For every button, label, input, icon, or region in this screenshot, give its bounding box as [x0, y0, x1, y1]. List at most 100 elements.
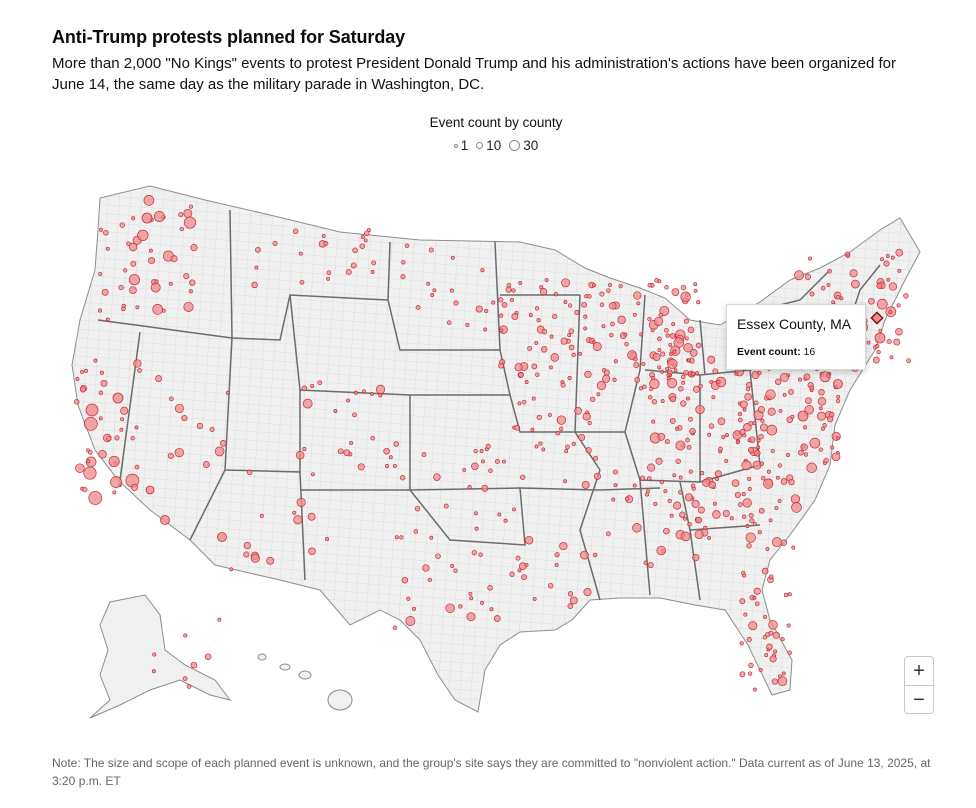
- event-bubble[interactable]: [583, 326, 588, 331]
- event-bubble[interactable]: [715, 376, 727, 388]
- event-bubble[interactable]: [634, 376, 641, 383]
- event-bubble[interactable]: [126, 241, 131, 246]
- event-bubble[interactable]: [536, 414, 542, 421]
- event-bubble[interactable]: [251, 281, 258, 289]
- event-bubble[interactable]: [671, 288, 680, 296]
- event-bubble[interactable]: [421, 452, 427, 458]
- event-bubble[interactable]: [642, 384, 647, 390]
- event-bubble[interactable]: [645, 489, 650, 494]
- event-bubble[interactable]: [494, 459, 500, 464]
- event-bubble[interactable]: [809, 291, 815, 297]
- event-bubble[interactable]: [393, 441, 399, 447]
- event-bubble[interactable]: [596, 381, 606, 391]
- event-bubble[interactable]: [119, 427, 124, 432]
- event-bubble[interactable]: [364, 230, 370, 236]
- event-bubble[interactable]: [605, 531, 611, 537]
- event-bubble[interactable]: [612, 469, 618, 475]
- event-bubble[interactable]: [243, 541, 251, 550]
- event-bubble[interactable]: [465, 322, 470, 327]
- event-bubble[interactable]: [462, 467, 467, 472]
- event-bubble[interactable]: [321, 234, 326, 238]
- event-bubble[interactable]: [415, 305, 421, 310]
- event-bubble[interactable]: [639, 475, 646, 481]
- event-bubble[interactable]: [666, 373, 671, 378]
- zoom-out-button[interactable]: −: [905, 685, 933, 714]
- event-bubble[interactable]: [735, 440, 740, 445]
- event-bubble[interactable]: [219, 440, 227, 447]
- event-bubble[interactable]: [731, 479, 740, 488]
- event-bubble[interactable]: [747, 487, 752, 491]
- event-bubble[interactable]: [800, 443, 808, 451]
- event-bubble[interactable]: [480, 600, 484, 605]
- event-bubble[interactable]: [741, 570, 746, 576]
- event-bubble[interactable]: [790, 414, 795, 419]
- event-bubble[interactable]: [777, 676, 788, 687]
- event-bubble[interactable]: [565, 444, 570, 450]
- event-bubble[interactable]: [152, 652, 157, 657]
- event-bubble[interactable]: [151, 669, 156, 674]
- event-bubble[interactable]: [110, 476, 122, 488]
- event-bubble[interactable]: [722, 509, 730, 518]
- event-bubble[interactable]: [739, 641, 744, 646]
- event-bubble[interactable]: [691, 499, 700, 508]
- event-bubble[interactable]: [581, 480, 590, 489]
- event-bubble[interactable]: [707, 535, 712, 540]
- event-bubble[interactable]: [712, 368, 719, 375]
- event-bubble[interactable]: [99, 227, 103, 232]
- map-area[interactable]: [0, 170, 976, 740]
- event-bubble[interactable]: [804, 405, 814, 415]
- event-bubble[interactable]: [667, 358, 678, 370]
- event-bubble[interactable]: [666, 377, 678, 389]
- event-bubble[interactable]: [678, 489, 683, 495]
- event-bubble[interactable]: [606, 288, 611, 293]
- event-bubble[interactable]: [599, 302, 605, 308]
- event-bubble[interactable]: [590, 396, 596, 402]
- event-bubble[interactable]: [684, 336, 689, 341]
- event-bubble[interactable]: [791, 545, 796, 550]
- event-bubble-large[interactable]: [874, 332, 886, 344]
- event-bubble[interactable]: [790, 494, 801, 504]
- event-bubble[interactable]: [809, 437, 821, 449]
- event-bubble[interactable]: [375, 384, 386, 395]
- event-bubble[interactable]: [876, 298, 888, 310]
- event-bubble[interactable]: [768, 574, 774, 580]
- event-bubble[interactable]: [683, 318, 689, 324]
- event-bubble[interactable]: [536, 318, 541, 323]
- event-bubble[interactable]: [98, 416, 103, 421]
- event-bubble[interactable]: [493, 615, 501, 622]
- event-bubble[interactable]: [567, 591, 574, 597]
- event-bubble[interactable]: [511, 288, 516, 293]
- event-bubble[interactable]: [130, 436, 135, 441]
- event-bubble[interactable]: [660, 351, 666, 357]
- event-bubble[interactable]: [98, 450, 107, 459]
- event-bubble[interactable]: [739, 598, 746, 605]
- event-bubble[interactable]: [131, 216, 136, 221]
- event-bubble[interactable]: [143, 195, 155, 206]
- event-bubble[interactable]: [651, 419, 656, 424]
- event-bubble[interactable]: [805, 397, 812, 405]
- event-bubble[interactable]: [712, 501, 717, 506]
- event-bubble[interactable]: [114, 435, 120, 441]
- event-bubble[interactable]: [804, 273, 812, 280]
- event-bubble[interactable]: [687, 522, 692, 527]
- event-bubble[interactable]: [432, 288, 437, 293]
- event-bubble-large[interactable]: [217, 532, 227, 542]
- event-bubble[interactable]: [183, 208, 193, 218]
- event-bubble[interactable]: [745, 532, 756, 543]
- event-bubble[interactable]: [689, 428, 696, 435]
- event-bubble[interactable]: [680, 291, 691, 302]
- event-bubble[interactable]: [612, 377, 617, 382]
- event-bubble-large[interactable]: [112, 392, 124, 404]
- event-bubble[interactable]: [650, 328, 655, 333]
- event-bubble[interactable]: [675, 440, 686, 451]
- event-bubble[interactable]: [520, 474, 526, 480]
- event-bubble[interactable]: [583, 314, 588, 319]
- event-bubble[interactable]: [759, 461, 765, 466]
- event-bubble[interactable]: [647, 395, 653, 400]
- event-bubble[interactable]: [471, 462, 479, 471]
- event-bubble[interactable]: [204, 653, 212, 660]
- event-bubble[interactable]: [761, 567, 769, 575]
- event-bubble[interactable]: [646, 476, 652, 481]
- event-bubble[interactable]: [745, 524, 750, 528]
- event-bubble[interactable]: [580, 550, 589, 560]
